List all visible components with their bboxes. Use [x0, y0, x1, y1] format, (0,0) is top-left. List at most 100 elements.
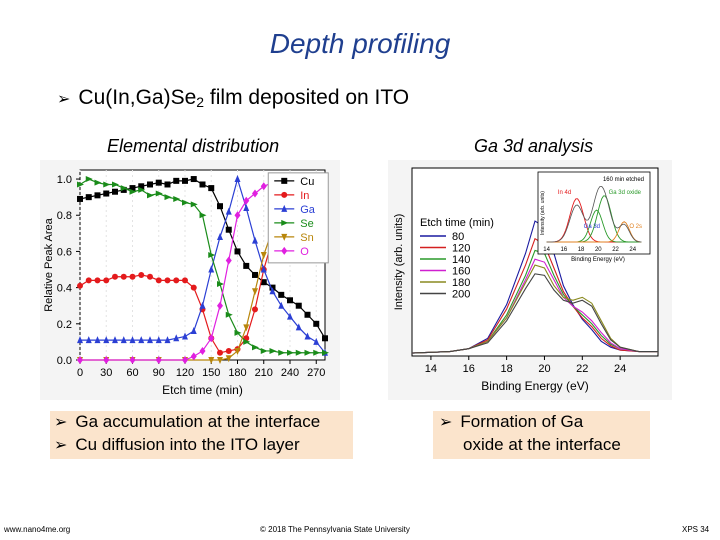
- legend: Cu In Ga Se Sn O: [267, 172, 329, 264]
- x-tick-label: 20: [538, 363, 550, 375]
- data-point-cu: [77, 195, 83, 202]
- x-tick-label: 22: [576, 363, 588, 375]
- data-point-cu: [234, 248, 241, 255]
- data-point-cu: [155, 179, 162, 186]
- inset-x-tick-label: 18: [578, 247, 585, 253]
- data-point-in: [217, 349, 223, 356]
- data-point-ga: [243, 204, 250, 211]
- legend-marker-in: [281, 191, 288, 198]
- data-point-se: [147, 192, 154, 199]
- data-point-cu: [182, 177, 188, 184]
- arrow-bullet-icon: ➢: [54, 437, 68, 454]
- right-finding-1: ➢ Formation of Ga: [439, 412, 584, 431]
- data-point-sn: [243, 324, 250, 332]
- data-point-se: [112, 181, 119, 188]
- data-point-sn: [208, 357, 215, 364]
- data-point-in: [85, 277, 92, 284]
- data-point-cu: [287, 297, 293, 304]
- data-point-cu: [112, 188, 118, 195]
- x-tick-label: 60: [126, 367, 138, 379]
- data-point-ga: [173, 334, 180, 342]
- data-point-o: [103, 356, 110, 364]
- data-point-se: [208, 252, 216, 259]
- data-point-cu: [208, 185, 215, 192]
- legend-label-160: 160: [452, 266, 470, 278]
- slide-title: Depth profiling: [269, 28, 451, 59]
- data-point-cu: [164, 181, 171, 188]
- y-axis-label: Relative Peak Area: [43, 217, 55, 311]
- inset-title: 160 min etched: [603, 177, 644, 183]
- data-point-in: [147, 273, 153, 280]
- data-point-o: [234, 211, 241, 220]
- legend-label-180: 180: [452, 277, 470, 289]
- data-point-se: [173, 195, 181, 202]
- data-point-ga: [94, 336, 101, 344]
- data-point-cu: [243, 262, 250, 269]
- x-tick-label: 16: [463, 363, 475, 375]
- data-point-se: [322, 349, 329, 356]
- x-tick-label: 180: [228, 367, 246, 379]
- main-bullet: ➢ Cu(In,Ga)Se2 film deposited on ITO: [57, 86, 409, 110]
- elemental-distribution-panel: 0 30 60 90 120 150 180 210 240 270 0.0 0.2 0.4 0.6 0.8…: [40, 160, 340, 405]
- data-point-in: [94, 277, 101, 284]
- data-point-se: [85, 176, 93, 183]
- legend-title: Etch time (min): [420, 217, 494, 229]
- data-point-in: [164, 277, 171, 284]
- data-point-sn: [225, 355, 232, 363]
- data-point-ga: [120, 336, 127, 344]
- data-point-se: [164, 194, 172, 201]
- data-point-se: [77, 181, 84, 188]
- inset-y-axis-label: Intensity (arb. units): [540, 191, 546, 235]
- inset-x-tick-label: 16: [561, 247, 568, 253]
- data-point-in: [120, 273, 127, 280]
- legend-label-120: 120: [452, 243, 470, 255]
- legend-marker-ga: [281, 204, 288, 212]
- y-tick-label: 0.0: [57, 355, 72, 367]
- legend-label-o: O: [300, 246, 309, 258]
- data-point-se: [252, 344, 259, 351]
- data-point-in: [138, 271, 145, 278]
- data-point-cu: [94, 192, 101, 199]
- data-point-ga: [269, 287, 276, 295]
- inset-plot: 160 min etched 14 16 18 20 22 24 Binding Energy…: [537, 171, 651, 263]
- right-caption: Ga 3d analysis: [474, 136, 594, 156]
- data-point-cu: [278, 291, 285, 298]
- data-point-se: [295, 349, 303, 356]
- x-tick-label: 270: [307, 367, 325, 379]
- data-point-se: [120, 185, 128, 192]
- data-point-cu: [85, 194, 92, 201]
- data-point-sn: [260, 252, 267, 260]
- y-tick-label: 0.8: [57, 210, 72, 222]
- data-point-se: [155, 190, 163, 197]
- data-point-se: [304, 349, 312, 356]
- data-point-cu: [322, 335, 328, 342]
- spectrum-line-180: [411, 264, 658, 354]
- data-point-o: [225, 256, 232, 265]
- data-point-se: [129, 188, 137, 195]
- data-point-se: [199, 212, 207, 219]
- data-point-se: [278, 349, 286, 356]
- legend-marker-se: [281, 219, 289, 226]
- data-point-ga: [295, 323, 302, 331]
- data-point-o: [77, 356, 83, 364]
- data-point-o: [260, 182, 267, 191]
- data-point-sn: [234, 347, 241, 355]
- inset-envelope: [546, 186, 642, 243]
- data-point-o: [155, 356, 162, 364]
- data-point-ga: [304, 332, 311, 340]
- legend-label-se: Se: [300, 218, 313, 230]
- main-bullet-text: Cu(In,Ga)Se: [78, 86, 197, 109]
- main-bullet-subscript: 2: [196, 94, 205, 110]
- spectrum-line-80: [411, 220, 658, 354]
- x-axis-label: Binding Energy (eV): [481, 379, 588, 393]
- data-point-se: [243, 338, 251, 345]
- data-point-ga: [217, 232, 223, 240]
- data-point-cu: [217, 203, 223, 210]
- data-point-cu: [190, 176, 197, 183]
- data-point-cu: [313, 320, 320, 327]
- spectrum-line-200: [411, 273, 658, 354]
- left-findings-box: ➢ Ga accumulation at the interface ➢ Cu di…: [50, 411, 353, 459]
- right-finding-2: oxide at the interface: [463, 435, 621, 454]
- inset-x-tick-label: 22: [612, 247, 619, 253]
- data-point-cu: [103, 190, 110, 197]
